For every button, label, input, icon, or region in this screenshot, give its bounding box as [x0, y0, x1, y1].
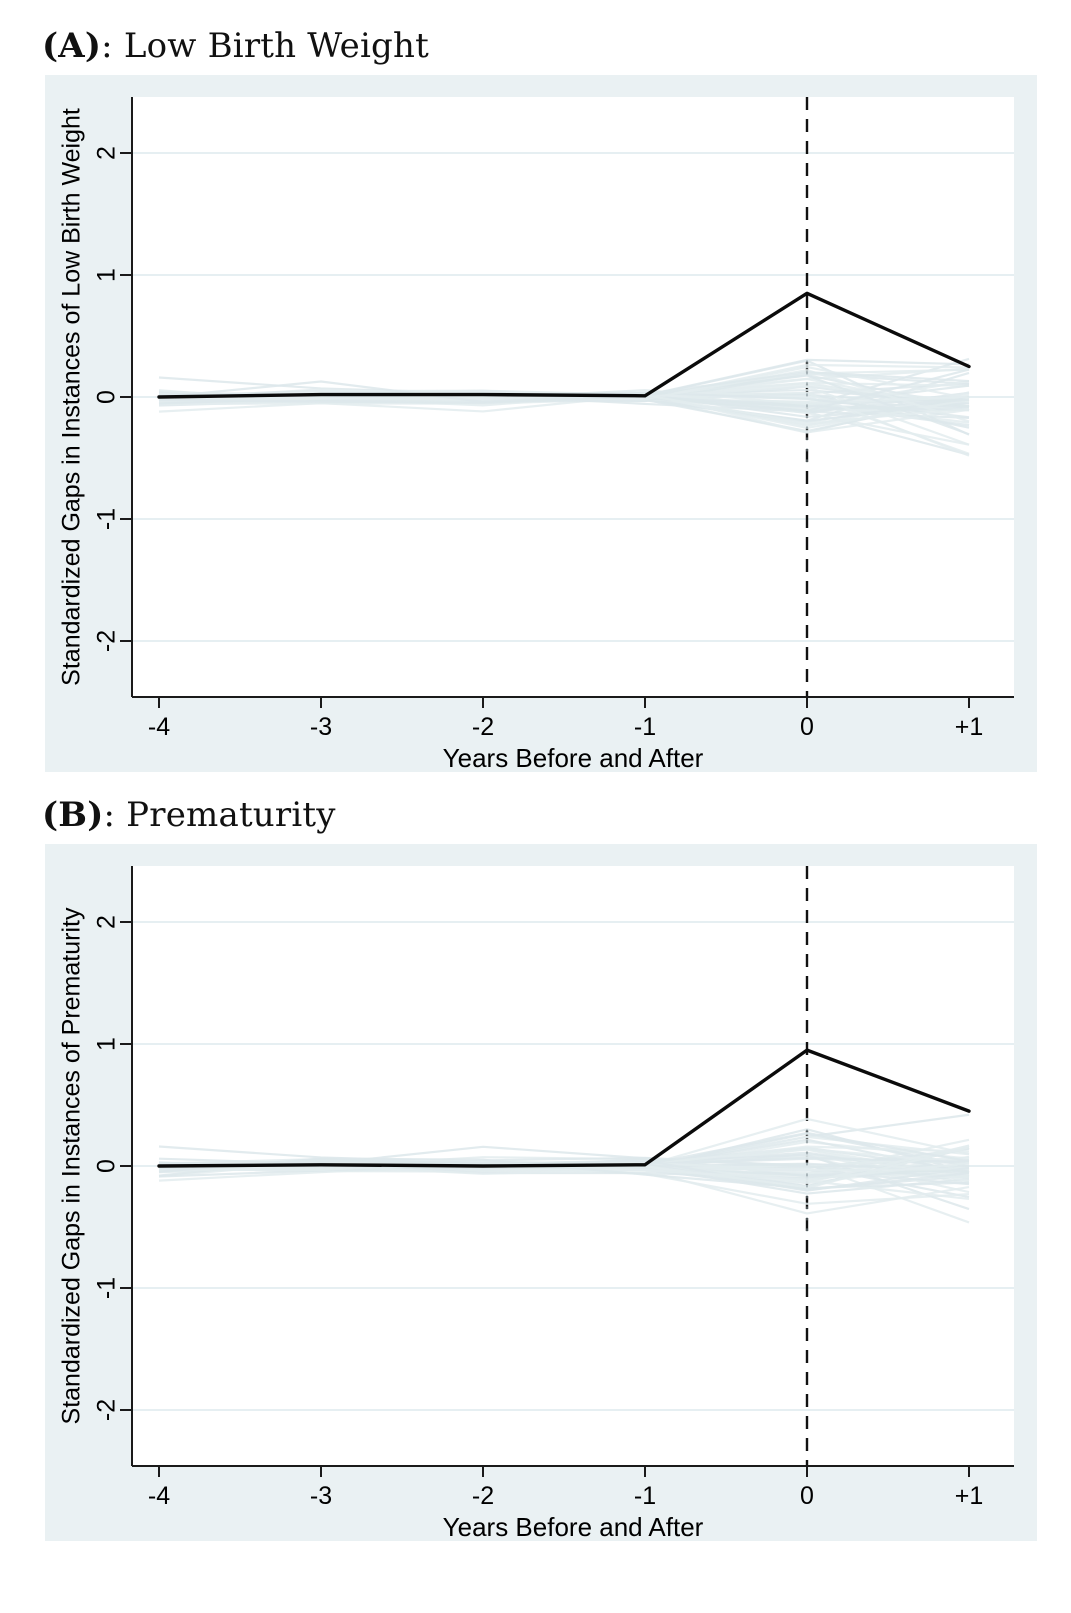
panel-a-title-text: : Low Birth Weight [101, 26, 429, 66]
y-tick-label: -2 [92, 1398, 121, 1422]
y-tick-label: 1 [92, 268, 121, 282]
treatment-line [157, 1048, 971, 1168]
x-tick-label: -1 [633, 713, 657, 741]
y-tick-label: 0 [92, 390, 121, 404]
panel-a-title: (A): Low Birth Weight [42, 26, 429, 66]
y-tick-label: -1 [92, 1276, 121, 1300]
panel-b-title: (B): Prematurity [42, 795, 336, 835]
x-tick-label: -3 [309, 1482, 333, 1510]
panel-a-plot-area [120, 97, 1014, 708]
panel-b-y-axis-label: Standardized Gaps in Instances of Premat… [57, 907, 86, 1425]
panel-b-plot-area [120, 866, 1014, 1477]
panel-a-x-axis-label: Years Before and After [442, 743, 704, 773]
panel-b-title-text: : Prematurity [103, 795, 336, 835]
treatment-line [157, 291, 971, 399]
y-tick-label: 2 [92, 915, 121, 929]
panel-a-title-prefix: (A) [42, 26, 102, 66]
x-tick-label: 0 [800, 713, 814, 741]
x-tick-label: -2 [471, 713, 495, 741]
x-tick-label: -4 [147, 1482, 171, 1510]
x-tick-label: +1 [954, 1482, 984, 1510]
y-tick-label: 1 [92, 1037, 121, 1051]
panel-a-chart: Standardized Gaps in Instances of Low Bi… [45, 75, 1037, 773]
x-tick-label: 0 [800, 1482, 814, 1510]
y-tick-label: -1 [92, 507, 121, 531]
placebo-line [158, 371, 970, 403]
y-tick-label: 0 [92, 1159, 121, 1173]
placebo-line [158, 368, 970, 412]
y-tick-label: -2 [92, 629, 121, 653]
panel-b-chart: Standardized Gaps in Instances of Premat… [45, 844, 1037, 1542]
x-tick-label: -1 [633, 1482, 657, 1510]
panel-b-title-prefix: (B) [42, 795, 104, 835]
x-tick-label: -4 [147, 713, 171, 741]
x-tick-label: -2 [471, 1482, 495, 1510]
x-tick-label: -3 [309, 713, 333, 741]
x-tick-label: +1 [954, 713, 984, 741]
y-tick-label: 2 [92, 146, 121, 160]
panel-b-x-axis-label: Years Before and After [442, 1512, 704, 1542]
panel-a-y-axis-label: Standardized Gaps in Instances of Low Bi… [57, 108, 86, 686]
